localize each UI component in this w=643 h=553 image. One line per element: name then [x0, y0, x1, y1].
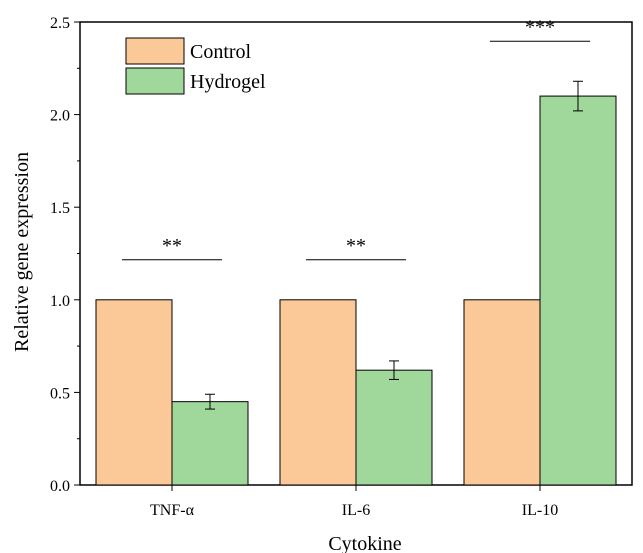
bar-hydrogel-3	[539, 95, 617, 486]
legend-label-control: Control	[190, 41, 252, 63]
bar-control-1	[95, 299, 173, 486]
significance-label: **	[162, 235, 182, 257]
legend-swatch-hydrogel	[125, 67, 185, 95]
legend-swatch-control	[125, 37, 185, 65]
y-tick-label: 0.0	[50, 478, 70, 495]
significance-label: **	[346, 235, 366, 257]
y-axis-title: Relative gene expression	[11, 152, 33, 352]
y-tick-label: 2.0	[50, 108, 70, 125]
bar-control-3	[463, 299, 541, 486]
x-tick-label: IL-6	[342, 502, 370, 519]
bar-hydrogel-2	[355, 369, 433, 486]
legend: Control Hydrogel	[125, 37, 266, 95]
significance-marks: ** *****	[122, 16, 590, 261]
bar-control-2	[279, 299, 357, 486]
axes: TNF-α IL-6 IL-10 0.0 0.5 1.0 1.5 2.0 2.5	[50, 15, 558, 519]
x-tick-label: TNF-α	[150, 502, 195, 519]
legend-label-hydrogel: Hydrogel	[190, 71, 266, 93]
bars	[95, 80, 617, 486]
y-tick-label: 0.5	[50, 385, 70, 402]
bar-hydrogel-1	[171, 401, 249, 486]
y-tick-label: 2.5	[50, 15, 70, 32]
x-tick-label: IL-10	[522, 502, 558, 519]
significance-label: ***	[525, 16, 555, 38]
y-tick-label: 1.5	[50, 200, 70, 217]
y-tick-label: 1.0	[50, 293, 70, 310]
x-axis-title: Cytokine	[328, 533, 401, 553]
